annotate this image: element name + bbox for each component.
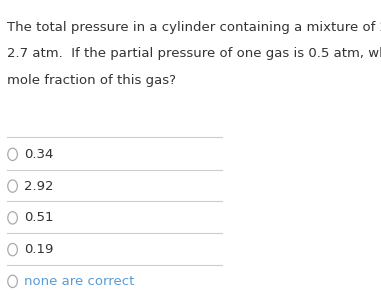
Text: none are correct: none are correct	[24, 275, 134, 288]
Text: 0.51: 0.51	[24, 211, 53, 224]
Text: 0.34: 0.34	[24, 148, 53, 161]
Text: 2.92: 2.92	[24, 180, 53, 193]
Text: 0.19: 0.19	[24, 243, 53, 256]
Text: 2.7 atm.  If the partial pressure of one gas is 0.5 atm, what is the: 2.7 atm. If the partial pressure of one …	[7, 47, 381, 60]
Text: The total pressure in a cylinder containing a mixture of 2 gases is: The total pressure in a cylinder contain…	[7, 21, 381, 34]
Text: mole fraction of this gas?: mole fraction of this gas?	[7, 74, 176, 86]
